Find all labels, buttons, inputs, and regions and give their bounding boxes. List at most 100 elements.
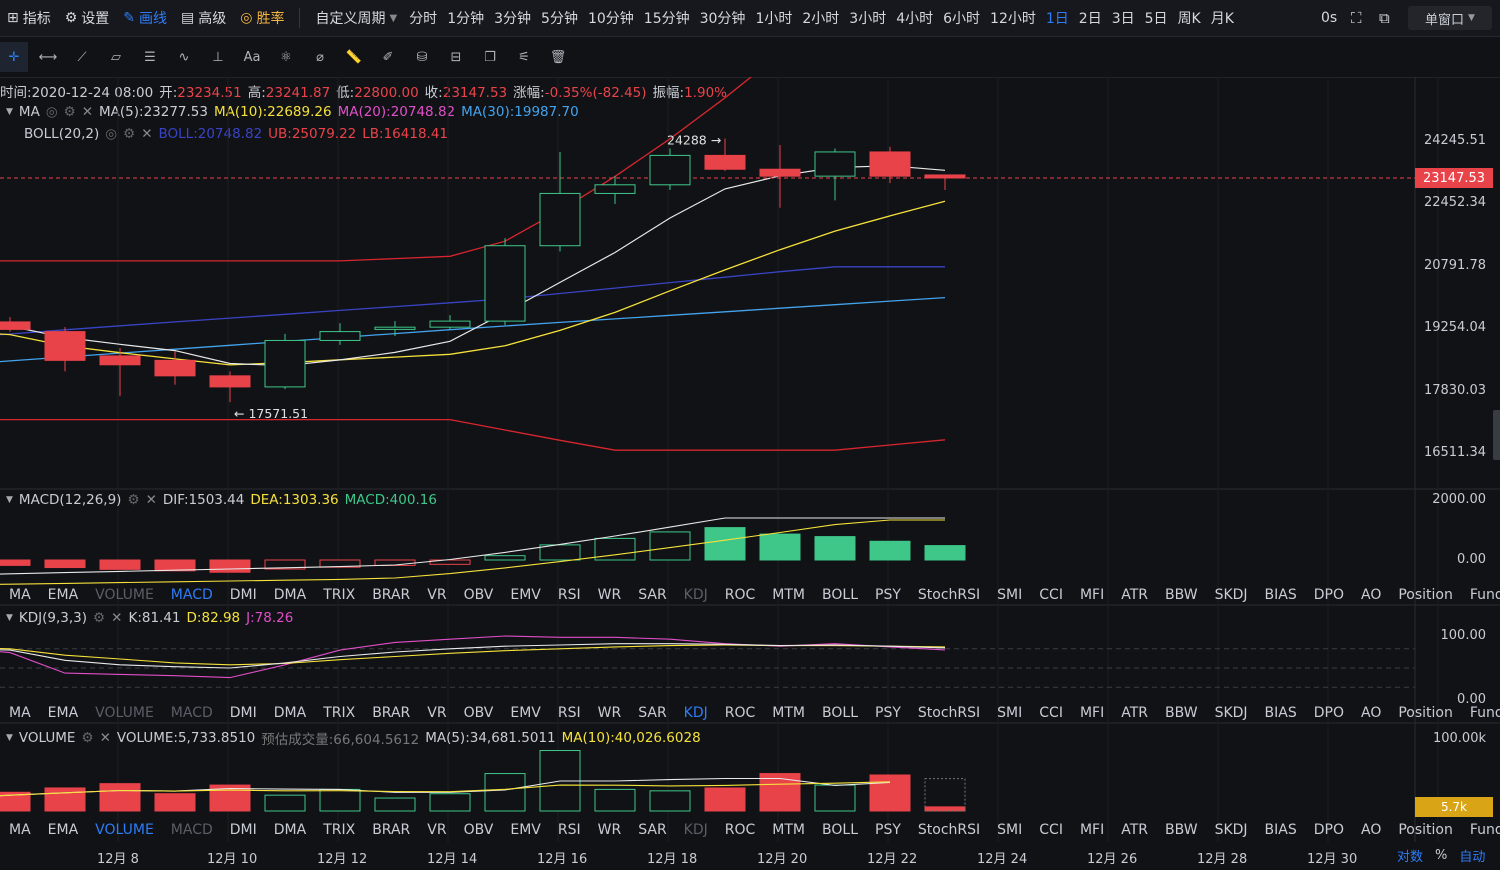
tabs3-tab-macd[interactable]: MACD [170,822,213,838]
eye-icon[interactable]: ◎ [105,126,118,142]
period-5[interactable]: 15分钟 [643,11,690,27]
tabs1-tab-dma[interactable]: DMA [273,587,307,603]
tabs2-tab-atr[interactable]: ATR [1121,705,1148,721]
period-13[interactable]: 1日 [1045,11,1069,27]
tabs2-tab-mtm[interactable]: MTM [772,705,806,721]
tabs2-tab-bias[interactable]: BIAS [1264,705,1297,721]
tabs2-tab-rsi[interactable]: RSI [557,705,581,721]
tabs2-tab-fundflow[interactable]: Fundflow [1469,705,1500,721]
custom-period-dropdown[interactable]: 自定义周期 ▼ [308,0,404,36]
period-18[interactable]: 月K [1210,11,1234,27]
period-15[interactable]: 3日 [1111,11,1135,27]
close-icon[interactable]: ✕ [99,730,111,746]
period-0[interactable]: 分时 [409,11,438,27]
close-icon[interactable]: ✕ [145,492,157,508]
tabs2-tab-wr[interactable]: WR [597,705,622,721]
indicators-button[interactable]: ⊞ 指标 [0,0,58,36]
tabs1-tab-ao[interactable]: AO [1361,587,1382,603]
tabs2-tab-sar[interactable]: SAR [638,705,667,721]
draw-button[interactable]: ✎ 画线 [116,0,174,36]
tabs1-tab-kdj[interactable]: KDJ [683,587,708,603]
period-9[interactable]: 3小时 [849,11,887,27]
tabs1-tab-mtm[interactable]: MTM [772,587,806,603]
tabs1-tab-position[interactable]: Position [1398,587,1453,603]
tabs1-tab-psy[interactable]: PSY [875,587,901,603]
horizontal-line-icon[interactable]: ⟷ [38,49,58,65]
tabs1-tab-mfi[interactable]: MFI [1079,587,1105,603]
tabs2-tab-smi[interactable]: SMI [997,705,1023,721]
auto-scale-toggle[interactable]: 自动 [1459,850,1486,865]
tabs2-tab-ao[interactable]: AO [1361,705,1382,721]
collapse-icon[interactable]: ▼ [6,733,13,743]
period-3[interactable]: 5分钟 [541,11,578,27]
tabs3-tab-wr[interactable]: WR [597,822,622,838]
period-12[interactable]: 12小时 [990,11,1036,27]
tabs3-tab-smi[interactable]: SMI [997,822,1023,838]
tabs3-tab-rsi[interactable]: RSI [557,822,581,838]
tabs3-tab-atr[interactable]: ATR [1121,822,1148,838]
tabs1-tab-ma[interactable]: MA [9,587,31,603]
settings-button[interactable]: ⚙ 设置 [58,0,117,36]
measure-icon[interactable]: ⊥ [212,49,224,65]
tabs3-tab-dpo[interactable]: DPO [1313,822,1344,838]
period-11[interactable]: 6小时 [943,11,981,27]
tabs1-tab-fundflow[interactable]: Fundflow [1469,587,1500,603]
eye-icon[interactable]: ◎ [45,104,58,120]
magnet-icon[interactable]: ⌀ [316,49,324,65]
period-17[interactable]: 周K [1177,11,1201,27]
tabs2-tab-stochrsi[interactable]: StochRSI [917,705,981,721]
tabs2-tab-obv[interactable]: OBV [463,705,494,721]
tabs3-tab-kdj[interactable]: KDJ [683,822,708,838]
tabs1-tab-atr[interactable]: ATR [1121,587,1148,603]
close-icon[interactable]: ✕ [141,126,153,142]
visibility-icon[interactable]: ⛁ [416,49,428,65]
tabs2-tab-macd[interactable]: MACD [170,705,213,721]
period-1[interactable]: 1分钟 [447,11,485,27]
tabs1-tab-macd[interactable]: MACD [170,587,213,603]
tabs1-tab-rsi[interactable]: RSI [557,587,581,603]
pattern-icon[interactable]: ⚛ [280,49,292,65]
tabs1-tab-ema[interactable]: EMA [47,587,79,603]
tabs2-tab-kdj[interactable]: KDJ [683,705,708,721]
tabs1-tab-smi[interactable]: SMI [997,587,1023,603]
tabs2-tab-roc[interactable]: ROC [724,705,756,721]
period-8[interactable]: 2小时 [802,11,840,27]
period-2[interactable]: 3分钟 [494,11,532,27]
trend-line-icon[interactable]: ⟋ [77,49,87,65]
gear-icon[interactable]: ⚙ [81,730,94,746]
gear-icon[interactable]: ⚙ [63,104,76,120]
tabs1-tab-bbw[interactable]: BBW [1165,587,1198,603]
tabs1-tab-cci[interactable]: CCI [1039,587,1063,603]
tabs2-tab-trix[interactable]: TRIX [323,705,356,721]
tabs2-tab-cci[interactable]: CCI [1039,705,1063,721]
tabs1-tab-wr[interactable]: WR [597,587,622,603]
tabs3-tab-bias[interactable]: BIAS [1264,822,1297,838]
side-panel-handle[interactable] [1493,410,1500,460]
tabs1-tab-skdj[interactable]: SKDJ [1214,587,1248,603]
tabs3-tab-cci[interactable]: CCI [1039,822,1063,838]
period-14[interactable]: 2日 [1078,11,1102,27]
close-icon[interactable]: ✕ [111,610,123,626]
parallelogram-icon[interactable]: ▱ [111,49,121,65]
gear-icon[interactable]: ⚙ [127,492,140,508]
tabs2-tab-mfi[interactable]: MFI [1079,705,1105,721]
period-6[interactable]: 30分钟 [699,11,746,27]
tabs3-tab-stochrsi[interactable]: StochRSI [917,822,981,838]
tabs3-tab-bbw[interactable]: BBW [1165,822,1198,838]
tabs1-tab-emv[interactable]: EMV [510,587,541,603]
tabs2-tab-ma[interactable]: MA [9,705,31,721]
channel-icon[interactable]: ☰ [144,49,156,65]
collapse-icon[interactable]: ▼ [6,107,13,117]
brush-icon[interactable]: ✐ [382,49,394,65]
tabs1-tab-dpo[interactable]: DPO [1313,587,1344,603]
tabs3-tab-roc[interactable]: ROC [724,822,756,838]
winrate-button[interactable]: ◎ 胜率 [233,0,291,36]
copy-icon[interactable]: ❐ [484,49,496,65]
crosshair-icon[interactable]: ✛ [0,42,28,72]
tabs3-tab-trix[interactable]: TRIX [323,822,356,838]
close-icon[interactable]: ✕ [81,104,94,120]
percent-scale-toggle[interactable]: % [1435,848,1448,863]
period-4[interactable]: 10分钟 [587,11,634,27]
tabs1-tab-sar[interactable]: SAR [638,587,667,603]
tabs2-tab-emv[interactable]: EMV [510,705,541,721]
